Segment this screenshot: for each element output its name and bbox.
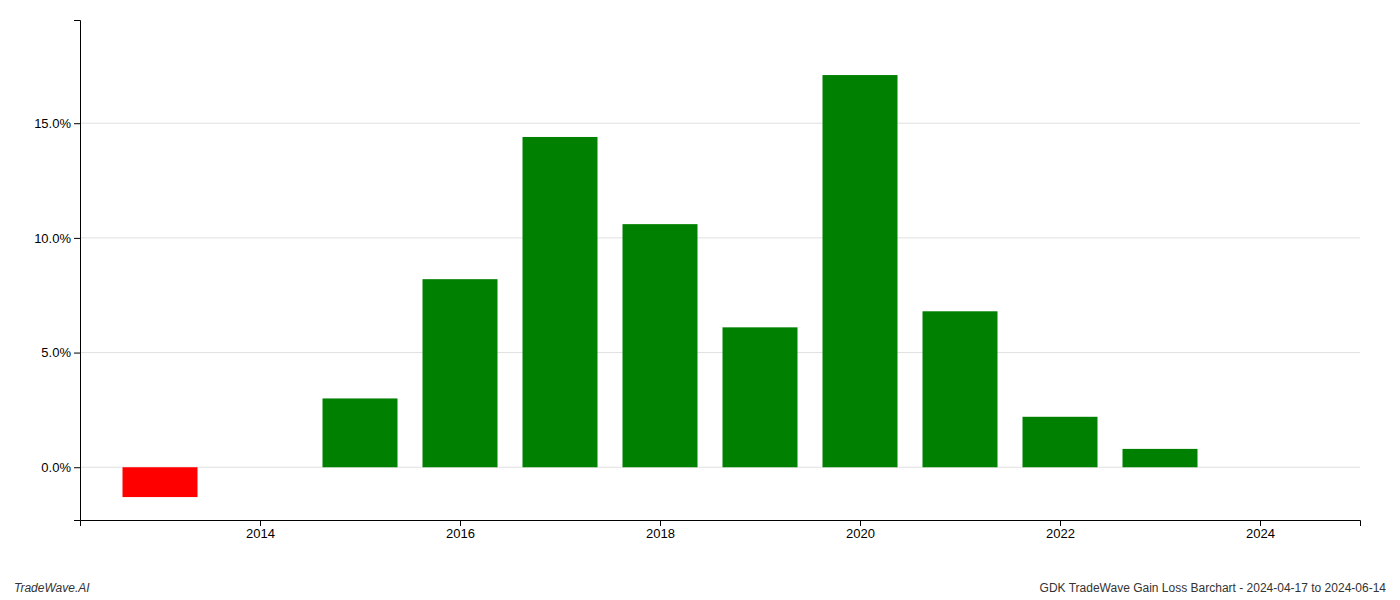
y-tick-mark bbox=[74, 238, 80, 239]
y-tick: 10.0% bbox=[34, 231, 80, 246]
grid-line bbox=[80, 123, 1360, 124]
grid-line bbox=[80, 237, 1360, 238]
x-tick: 2016 bbox=[446, 520, 475, 541]
bar bbox=[823, 75, 898, 467]
bar bbox=[523, 137, 598, 467]
y-tick: 15.0% bbox=[34, 116, 80, 131]
y-tick-label: 10.0% bbox=[34, 231, 71, 246]
y-tick-label: 0.0% bbox=[41, 460, 71, 475]
x-tick: 2020 bbox=[846, 520, 875, 541]
y-tick-mark bbox=[74, 467, 80, 468]
y-tick-mark bbox=[74, 353, 80, 354]
bar bbox=[123, 467, 198, 497]
x-tick-mark bbox=[260, 520, 261, 526]
bar bbox=[723, 327, 798, 467]
x-tick-label: 2024 bbox=[1246, 526, 1275, 541]
x-tick-mark bbox=[1260, 520, 1261, 526]
grid-line bbox=[80, 352, 1360, 353]
y-axis-line bbox=[74, 21, 81, 521]
x-tick-mark bbox=[460, 520, 461, 526]
x-tick-mark bbox=[660, 520, 661, 526]
bar bbox=[923, 311, 998, 467]
bar bbox=[423, 279, 498, 467]
footer-left: TradeWave.AI bbox=[14, 581, 90, 595]
y-axis: 0.0% 5.0% 10.0% 15.0% bbox=[34, 21, 80, 521]
chart-container: 2014 2016 2018 2020 2022 2024 0.0% 5.0% 10.0% 15.… bbox=[0, 0, 1400, 600]
x-tick-label: 2018 bbox=[646, 526, 675, 541]
bar bbox=[623, 224, 698, 467]
y-tick-label: 15.0% bbox=[34, 116, 71, 131]
x-tick-mark bbox=[860, 520, 861, 526]
x-tick-mark bbox=[1060, 520, 1061, 526]
x-tick-label: 2016 bbox=[446, 526, 475, 541]
x-tick-label: 2022 bbox=[1046, 526, 1075, 541]
x-tick: 2024 bbox=[1246, 520, 1275, 541]
bar bbox=[323, 398, 398, 467]
chart: 2014 2016 2018 2020 2022 2024 0.0% 5.0% 10.0% 15.… bbox=[0, 0, 1400, 600]
footer-right: GDK TradeWave Gain Loss Barchart - 2024-… bbox=[1040, 581, 1387, 595]
y-tick: 5.0% bbox=[41, 345, 80, 360]
x-axis: 2014 2016 2018 2020 2022 2024 bbox=[81, 520, 1361, 541]
y-tick-mark bbox=[74, 123, 80, 124]
grid bbox=[80, 123, 1360, 467]
bar bbox=[1123, 449, 1198, 467]
x-tick: 2014 bbox=[246, 520, 275, 541]
x-tick-label: 2020 bbox=[846, 526, 875, 541]
bars bbox=[123, 75, 1198, 497]
x-tick: 2018 bbox=[646, 520, 675, 541]
x-tick-label: 2014 bbox=[246, 526, 275, 541]
y-tick-label: 5.0% bbox=[41, 345, 71, 360]
y-tick: 0.0% bbox=[41, 460, 80, 475]
x-tick: 2022 bbox=[1046, 520, 1075, 541]
x-axis-line bbox=[81, 521, 1361, 527]
bar bbox=[1023, 417, 1098, 467]
